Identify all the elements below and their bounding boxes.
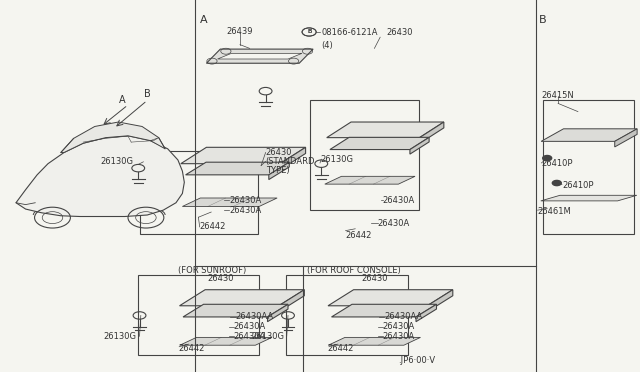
Text: 26439: 26439 xyxy=(227,27,253,36)
Polygon shape xyxy=(410,137,429,154)
Text: 26442: 26442 xyxy=(346,231,372,240)
Text: 26442: 26442 xyxy=(200,222,226,231)
Text: 26430A: 26430A xyxy=(383,332,415,341)
Polygon shape xyxy=(326,122,444,138)
Text: 26130G: 26130G xyxy=(252,332,285,341)
Polygon shape xyxy=(180,147,306,164)
Polygon shape xyxy=(183,304,288,317)
Text: 26461M: 26461M xyxy=(538,207,572,216)
Text: .JP6·00·V: .JP6·00·V xyxy=(398,356,435,365)
Polygon shape xyxy=(328,290,453,306)
Text: 26130G: 26130G xyxy=(100,157,134,166)
Polygon shape xyxy=(61,122,165,153)
Text: TYPE): TYPE) xyxy=(266,166,289,175)
Text: A: A xyxy=(200,16,207,25)
Text: (4): (4) xyxy=(321,41,333,50)
Polygon shape xyxy=(428,290,453,312)
Polygon shape xyxy=(330,137,429,150)
Text: 26430A: 26430A xyxy=(234,322,266,331)
Polygon shape xyxy=(218,53,302,59)
Text: B: B xyxy=(307,29,311,35)
Polygon shape xyxy=(615,129,637,147)
Text: 26430A: 26430A xyxy=(229,206,261,215)
Circle shape xyxy=(552,180,561,186)
Text: 26442: 26442 xyxy=(328,344,354,353)
Text: B: B xyxy=(144,89,151,99)
Polygon shape xyxy=(416,304,436,322)
Text: 26430: 26430 xyxy=(207,274,234,283)
Text: 26430AA: 26430AA xyxy=(384,312,422,321)
Polygon shape xyxy=(324,176,415,184)
Polygon shape xyxy=(186,162,289,175)
Polygon shape xyxy=(328,337,420,345)
Text: 26415N: 26415N xyxy=(541,92,575,100)
Polygon shape xyxy=(332,304,436,317)
Polygon shape xyxy=(269,162,289,180)
Text: (STANDARD: (STANDARD xyxy=(266,157,315,166)
Text: 26430A: 26430A xyxy=(383,196,415,205)
Polygon shape xyxy=(279,290,305,312)
Text: 26410P: 26410P xyxy=(541,159,573,168)
Text: 26430A: 26430A xyxy=(378,219,410,228)
Polygon shape xyxy=(420,122,444,144)
Polygon shape xyxy=(541,129,637,141)
Text: 26430: 26430 xyxy=(361,274,388,283)
Text: (FOR ROOF CONSOLE): (FOR ROOF CONSOLE) xyxy=(307,266,400,275)
Text: 26410P: 26410P xyxy=(562,181,593,190)
Text: 26430: 26430 xyxy=(387,28,413,37)
Polygon shape xyxy=(179,290,305,306)
Circle shape xyxy=(543,155,552,161)
Text: B: B xyxy=(307,29,311,35)
Text: A: A xyxy=(119,96,125,105)
Text: 26130G: 26130G xyxy=(320,155,353,164)
Text: (FOR SUNROOF): (FOR SUNROOF) xyxy=(178,266,246,275)
Text: 26430A: 26430A xyxy=(234,332,266,341)
Text: 26430: 26430 xyxy=(266,148,292,157)
Polygon shape xyxy=(541,195,637,201)
Text: 26130G: 26130G xyxy=(103,332,136,341)
Polygon shape xyxy=(180,337,272,345)
Polygon shape xyxy=(280,147,306,170)
Text: 26442: 26442 xyxy=(178,344,204,353)
Polygon shape xyxy=(268,304,288,322)
Text: 26430A: 26430A xyxy=(229,196,261,205)
Polygon shape xyxy=(16,136,184,217)
Text: 08166-6121A: 08166-6121A xyxy=(321,28,378,37)
Text: B: B xyxy=(539,16,547,25)
Polygon shape xyxy=(182,198,277,206)
Polygon shape xyxy=(206,49,313,63)
Text: 26430AA: 26430AA xyxy=(236,312,274,321)
Text: 26430A: 26430A xyxy=(383,322,415,331)
